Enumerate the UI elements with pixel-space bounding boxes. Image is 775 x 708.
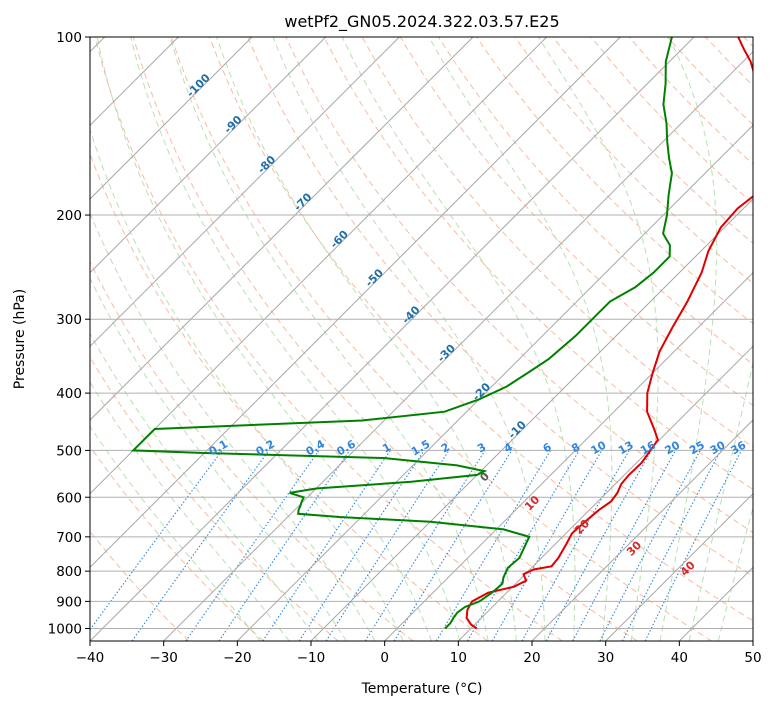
moist-adiabat	[90, 277, 347, 641]
y-tick-label: 400	[56, 386, 82, 402]
moist-adiabat	[538, 37, 659, 641]
chart-title: wetPf2_GN05.2024.322.03.57.E25	[284, 12, 559, 32]
dry-adiabat	[90, 260, 414, 641]
mixing-ratio-line	[572, 450, 676, 641]
y-tick-label: 300	[56, 312, 82, 328]
isotherm-line	[236, 124, 753, 641]
y-tick-label: 1000	[48, 621, 82, 637]
x-tick-label: −10	[297, 650, 326, 666]
y-tick-label: 500	[56, 443, 82, 459]
mixing-ratio-line	[644, 450, 742, 641]
mixing-ratio-line	[393, 450, 513, 641]
isotherm-line	[457, 345, 753, 641]
isotherm-line	[90, 37, 695, 641]
moist-adiabat	[216, 37, 517, 641]
dry-adiabat	[94, 37, 563, 641]
y-tick-label: 200	[56, 208, 82, 224]
mixing-ratio-line	[185, 450, 320, 641]
mixing-ratio-line	[521, 450, 630, 641]
mixing-ratio-line	[621, 450, 722, 641]
x-tick-label: −30	[149, 650, 178, 666]
dry-adiabat	[514, 37, 753, 284]
dry-adiabat	[247, 37, 753, 577]
background-lines	[90, 37, 753, 641]
y-tick-label: 900	[56, 594, 82, 610]
isotherm-line	[90, 37, 548, 495]
mixing-ratio-line	[218, 450, 351, 641]
mixing-ratio-line	[435, 450, 552, 641]
isotherm-line	[90, 37, 621, 569]
moist-adiabat	[90, 381, 290, 641]
x-tick-label: 20	[523, 650, 540, 666]
dry-adiabat	[209, 37, 753, 622]
mixing-ratio-line	[262, 450, 391, 641]
x-tick-label: 0	[380, 650, 389, 666]
temperature-line	[465, 37, 753, 630]
mixing-ratio-line	[325, 450, 450, 641]
grid-lines	[90, 37, 753, 641]
moist-adiabat	[130, 37, 461, 641]
x-ticks: −40 −30 −20 −10 0 10 20 30 40 50	[76, 641, 762, 666]
isotherm-line	[90, 37, 474, 421]
moist-adiabat	[688, 360, 753, 641]
y-tick-label: 700	[56, 530, 82, 546]
y-tick-label: 600	[56, 490, 82, 506]
y-tick-label: 100	[56, 30, 82, 46]
x-tick-label: −40	[76, 650, 105, 666]
isotherm-line	[752, 640, 753, 641]
y-tick-label: 800	[56, 564, 82, 580]
mixing-ratio-line	[298, 450, 425, 641]
moist-adiabat	[717, 506, 753, 641]
mixing-ratio-line	[131, 450, 270, 641]
mixing-ratio-line	[599, 450, 701, 641]
x-tick-label: 10	[450, 650, 467, 666]
isotherm-line	[90, 37, 400, 348]
x-tick-label: −20	[223, 650, 252, 666]
moist-adiabat	[90, 127, 404, 641]
moist-adiabat	[90, 425, 261, 641]
isotherm-line	[90, 37, 327, 274]
dry-adiabat	[476, 37, 753, 325]
x-tick-label: 40	[671, 650, 688, 666]
profile-lines	[130, 37, 753, 630]
dry-adiabat	[132, 37, 638, 641]
moist-adiabat	[428, 37, 613, 641]
x-axis-label: Temperature (°C)	[361, 681, 483, 697]
dry-adiabat	[285, 37, 753, 534]
moist-adiabat	[90, 332, 319, 641]
moist-adiabat	[96, 37, 432, 641]
moist-adiabat	[659, 37, 718, 641]
moist-adiabat	[90, 211, 376, 641]
y-ticks: 100 200 300 400 500 600 700 800 900 1000	[48, 30, 90, 637]
moist-adiabat	[169, 37, 489, 641]
isotherm-line	[90, 37, 253, 200]
isotherm-line	[531, 419, 753, 641]
plot-background	[90, 37, 753, 641]
dry-adiabat	[170, 37, 712, 641]
y-axis-label: Pressure (hPa)	[12, 289, 28, 389]
isotherm-line	[310, 198, 753, 641]
mixing-ratio-line	[545, 450, 652, 641]
dewpoint-line	[130, 37, 673, 630]
x-tick-label: 50	[744, 650, 761, 666]
plot-frame	[89, 36, 754, 642]
isotherm-line	[605, 492, 753, 641]
mixing-ratio-line	[364, 450, 486, 641]
moist-adiabat	[272, 37, 546, 641]
dry-adiabat	[323, 37, 753, 491]
dry-adiabat	[90, 445, 264, 641]
x-tick-label: 30	[597, 650, 614, 666]
moist-adiabat	[341, 37, 576, 641]
isotherm-line	[384, 271, 753, 641]
mixing-ratio-line	[90, 450, 223, 631]
